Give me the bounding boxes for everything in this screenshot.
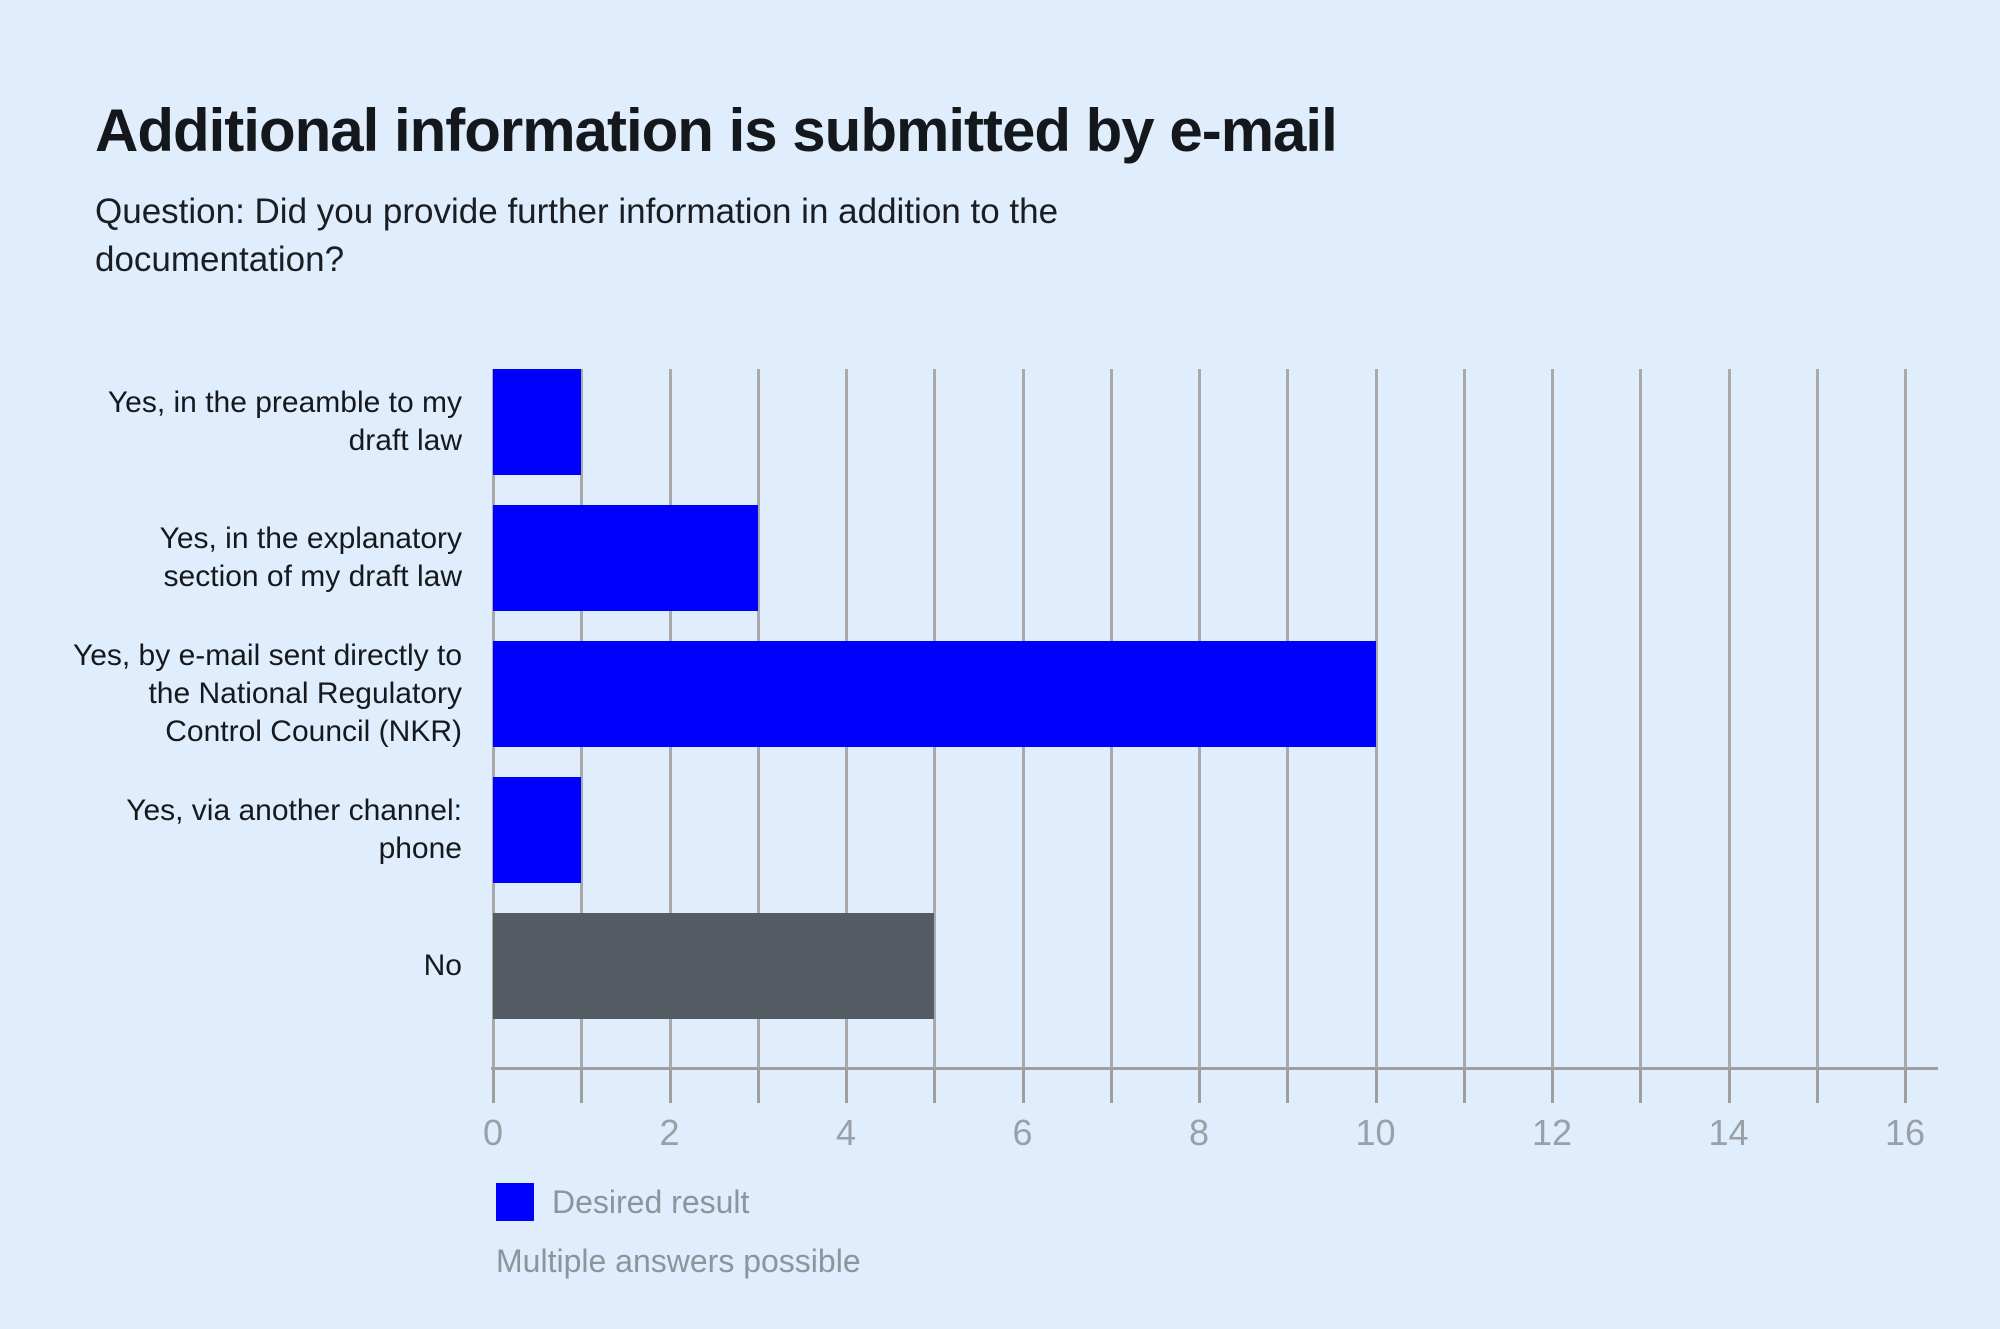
x-tick-label-12: 12 [1531,1112,1573,1153]
legend-swatch-desired-result [496,1183,534,1221]
x-tick-mark-4 [845,1067,848,1103]
bar-1 [493,505,758,611]
x-tick-mark-16 [1904,1067,1907,1103]
plot-area [492,369,1907,1067]
x-tick-mark-3 [756,1067,760,1103]
x-tick-mark-10 [1374,1067,1378,1103]
category-label-1: Yes, in the explanatory section of my dr… [159,522,462,593]
bar-0 [493,369,582,475]
x-tick-label-16: 16 [1884,1112,1926,1153]
gridline-x-12 [1551,369,1554,1067]
x-tick-mark-11 [1462,1067,1466,1103]
legend-label-desired-result: Desired result [552,1183,750,1220]
x-tick-label-10: 10 [1355,1112,1396,1153]
x-tick-mark-15 [1815,1067,1819,1103]
bar-4 [493,913,935,1019]
gridline-x-10 [1374,369,1378,1067]
x-tick-mark-8 [1198,1067,1201,1103]
gridline-x-13 [1639,369,1643,1067]
x-tick-mark-12 [1551,1067,1554,1103]
x-tick-mark-13 [1639,1067,1643,1103]
x-tick-mark-2 [668,1067,672,1103]
x-tick-label-2: 2 [659,1112,680,1153]
gridline-x-11 [1462,369,1466,1067]
x-tick-label-0: 0 [482,1112,504,1153]
x-tick-label-8: 8 [1188,1112,1210,1153]
x-tick-mark-5 [933,1067,937,1103]
x-tick-mark-7 [1109,1067,1113,1103]
chart-title: Additional information is submitted by e… [95,97,1338,164]
category-label-0: Yes, in the preamble to my draft law [107,386,462,457]
x-tick-mark-9 [1286,1067,1290,1103]
gridline-x-15 [1815,369,1819,1067]
x-tick-label-14: 14 [1708,1112,1749,1153]
x-axis-line [491,1067,1938,1070]
gridline-x-16 [1904,369,1907,1067]
bar-3 [493,777,582,883]
x-tick-mark-1 [580,1067,584,1103]
gridline-x-14 [1727,369,1731,1067]
x-tick-label-6: 6 [1012,1112,1033,1153]
chart-subtitle: Question: Did you provide further inform… [95,192,1059,279]
x-tick-mark-14 [1727,1067,1731,1103]
chart-footnote: Multiple answers possible [496,1243,861,1279]
category-label-4: No [423,949,462,982]
x-tick-label-4: 4 [835,1112,857,1153]
bar-2 [493,641,1376,747]
x-tick-mark-6 [1021,1067,1025,1103]
x-tick-mark-0 [492,1067,495,1103]
legend: Desired result [496,1183,749,1221]
category-label-2: Yes, by e-mail sent directly to the Nati… [72,639,462,748]
category-label-3: Yes, via another channel: phone [126,794,462,865]
